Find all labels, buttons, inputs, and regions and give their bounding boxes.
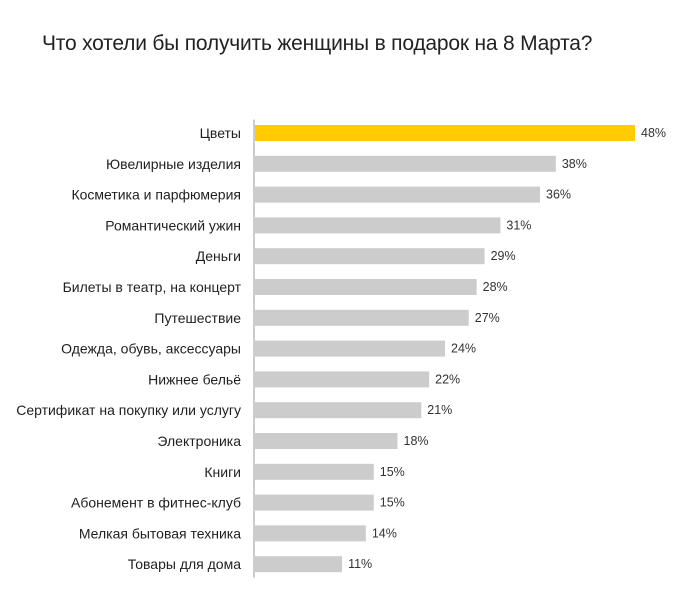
bar-4 — [255, 217, 501, 234]
bar-11 — [255, 433, 398, 449]
category-label-12: Книги — [204, 464, 241, 480]
category-label-2: Ювелирные изделия — [106, 156, 241, 172]
category-label-6: Билеты в театр, на концерт — [63, 279, 242, 295]
bar-7 — [255, 309, 469, 326]
bar-8 — [255, 340, 445, 357]
category-label-10: Сертификат на покупку или услугу — [16, 402, 241, 418]
value-label-11: 18% — [404, 434, 429, 448]
category-label-11: Электроника — [157, 433, 241, 449]
value-label-6: 28% — [483, 280, 508, 294]
value-label-9: 22% — [435, 372, 460, 386]
chart-title: Что хотели бы получить женщины в подарок… — [42, 32, 593, 55]
bar-14 — [255, 525, 366, 542]
category-label-3: Косметика и парфюмерия — [71, 187, 241, 203]
category-label-7: Путешествие — [154, 310, 241, 326]
category-label-5: Деньги — [196, 248, 241, 264]
bar-2 — [255, 155, 556, 172]
value-label-7: 27% — [475, 311, 500, 325]
bar-13 — [255, 494, 374, 511]
category-label-9: Нижнее бельё — [148, 371, 241, 387]
bar-5 — [255, 248, 485, 265]
bar-10 — [255, 402, 422, 419]
value-label-4: 31% — [506, 218, 531, 232]
category-label-14: Мелкая бытовая техника — [79, 525, 241, 541]
category-label-15: Товары для дома — [128, 556, 241, 572]
value-label-8: 24% — [451, 342, 476, 356]
bar-3 — [255, 186, 540, 203]
value-label-14: 14% — [372, 526, 397, 540]
bar-1 — [255, 125, 635, 141]
value-label-12: 15% — [380, 465, 405, 479]
bar-6 — [255, 279, 477, 295]
value-label-5: 29% — [491, 249, 516, 263]
value-label-3: 36% — [546, 188, 571, 202]
value-label-10: 21% — [427, 403, 452, 417]
category-label-13: Абонемент в фитнес-клуб — [71, 495, 241, 511]
category-label-1: Цветы — [200, 125, 241, 141]
category-label-4: Романтический ужин — [105, 217, 241, 233]
bar-12 — [255, 463, 374, 480]
bar-15 — [255, 556, 343, 573]
bar-9 — [255, 371, 430, 388]
value-label-13: 15% — [380, 496, 405, 510]
category-label-8: Одежда, обувь, аксессуары — [61, 341, 241, 357]
value-label-2: 38% — [562, 157, 587, 171]
value-label-15: 11% — [348, 557, 372, 571]
value-label-1: 48% — [641, 126, 666, 140]
